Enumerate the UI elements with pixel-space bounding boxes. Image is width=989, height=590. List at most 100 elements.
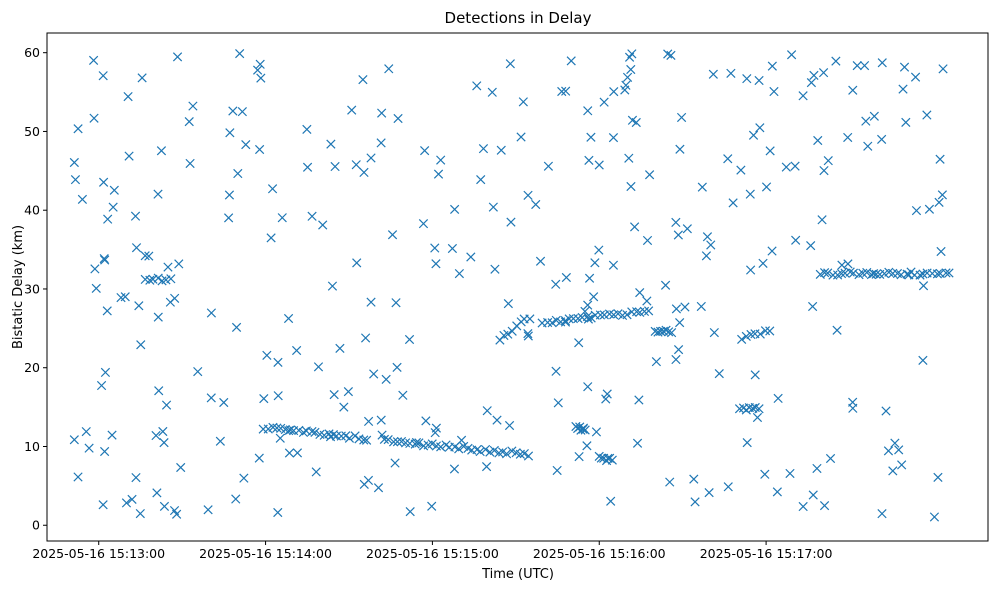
data-point-x-marker [176,462,186,473]
data-point-x-marker [488,202,498,212]
data-point-x-marker [318,220,328,230]
data-point-x-marker [543,317,553,328]
data-point-x-marker [547,318,557,328]
data-point-x-marker [90,264,100,274]
data-point-x-marker [675,317,685,328]
data-point-x-marker [671,304,682,314]
data-points-layer [69,48,954,522]
data-point-x-marker [225,128,235,138]
data-point-x-marker [812,463,822,474]
data-point-x-marker [561,86,571,96]
x-tick-label: 2025-05-16 15:13:00 [32,546,165,561]
data-point-x-marker [294,425,304,436]
data-point-x-marker [102,306,112,316]
data-point-x-marker [897,460,907,470]
data-point-x-marker [390,458,400,468]
data-point-x-marker [77,194,88,205]
data-point-x-marker [772,487,782,497]
data-point-x-marker [750,370,760,380]
data-point-x-marker [644,170,655,180]
data-point-x-marker [754,75,764,86]
data-point-x-marker [103,214,113,224]
data-point-x-marker [489,445,499,456]
data-point-x-marker [836,268,847,279]
data-point-x-marker [639,306,650,317]
data-point-x-marker [714,369,724,379]
chart-title: Detections in Delay [445,9,592,27]
data-point-x-marker [239,473,249,483]
data-point-x-marker [447,243,458,254]
data-point-x-marker [752,412,763,423]
data-point-x-marker [709,327,719,338]
y-tick-label: 60 [24,45,40,60]
data-point-x-marker [671,354,681,365]
data-point-x-marker [632,438,643,448]
data-point-x-marker [584,273,595,283]
data-point-x-marker [755,123,765,133]
data-point-x-marker [241,140,251,150]
data-point-x-marker [327,281,338,291]
data-point-x-marker [330,161,340,172]
data-point-x-marker [852,61,862,71]
data-point-x-marker [136,340,146,350]
data-point-x-marker [644,306,654,316]
data-point-x-marker [736,165,746,175]
data-point-x-marker [765,326,775,336]
data-point-x-marker [848,85,858,95]
data-point-x-marker [655,326,666,337]
data-point-x-marker [215,436,225,446]
data-point-x-marker [480,444,491,455]
data-point-x-marker [697,182,707,192]
data-point-x-marker [817,215,827,225]
data-point-x-marker [819,268,830,278]
data-point-x-marker [427,501,437,511]
data-point-x-marker [825,453,836,464]
data-point-x-marker [506,217,516,227]
data-point-x-marker [702,232,713,242]
data-point-x-marker [634,395,644,405]
data-point-x-marker [359,479,369,490]
data-point-x-marker [436,155,446,165]
data-point-x-marker [635,288,645,298]
data-point-x-marker [352,258,362,268]
data-point-x-marker [347,105,357,115]
data-point-x-marker [231,322,242,333]
data-point-x-marker [285,425,296,435]
data-point-x-marker [503,298,513,309]
data-point-x-marker [273,391,283,401]
data-point-x-marker [765,146,775,156]
data-point-x-marker [411,437,422,448]
data-point-x-marker [98,71,108,81]
data-point-x-marker [626,64,636,75]
data-point-x-marker [130,211,141,221]
y-tick-label: 40 [24,203,40,218]
data-point-x-marker [137,73,147,83]
data-point-x-marker [107,430,117,440]
data-point-x-marker [798,501,808,512]
data-point-x-marker [383,435,393,445]
data-point-x-marker [519,448,529,459]
data-point-x-marker [159,501,170,511]
data-point-x-marker [937,190,948,200]
data-point-x-marker [560,317,571,327]
data-point-x-marker [590,258,600,268]
data-point-x-marker [335,343,345,353]
data-point-x-marker [936,246,946,257]
data-point-x-marker [929,512,940,522]
data-point-x-marker [583,106,593,116]
data-point-x-marker [100,367,111,378]
data-point-x-marker [591,427,602,437]
data-point-x-marker [922,110,932,120]
data-point-x-marker [369,369,379,379]
data-point-x-marker [599,97,609,107]
data-point-x-marker [405,507,415,517]
data-point-x-marker [661,325,671,335]
data-point-x-marker [557,86,567,97]
data-point-x-marker [152,488,162,498]
data-point-x-marker [431,259,441,269]
data-point-x-marker [809,70,819,80]
data-point-x-marker [761,182,772,192]
data-point-x-marker [456,435,467,445]
data-point-x-marker [231,494,241,504]
data-point-x-marker [174,259,184,269]
